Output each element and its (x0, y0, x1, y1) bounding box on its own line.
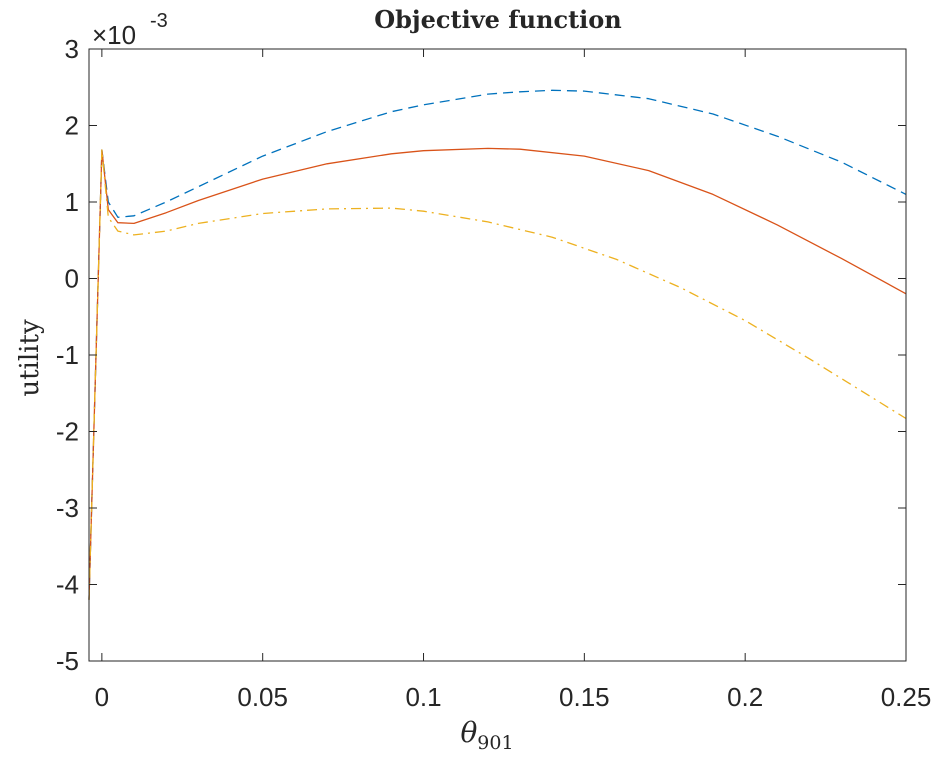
y-tick-label: 0 (65, 264, 79, 294)
y-axis-label: utility (15, 319, 45, 397)
y-tick-label: -2 (56, 417, 79, 447)
y-tick-label: -4 (56, 570, 79, 600)
x-axis-label-symbol: θ (460, 716, 477, 749)
x-tick-label: 0.25 (881, 682, 932, 712)
y-tick-label: -5 (56, 646, 79, 676)
series-line-1 (88, 89, 907, 600)
x-axis-label: θ901 (460, 716, 513, 752)
y-tick-label: 2 (65, 111, 79, 141)
y-exponent-base: ×10 (92, 20, 136, 50)
series-line-2 (88, 147, 907, 600)
y-axis-exponent: ×10 -3 (92, 10, 168, 50)
y-exponent-power: -3 (150, 10, 168, 32)
x-tick-label: 0.1 (405, 682, 441, 712)
series-layer (88, 89, 907, 600)
x-tick-label: 0.15 (559, 682, 610, 712)
y-tick-label: -1 (56, 340, 79, 370)
series-line-3 (88, 149, 907, 600)
x-axis-ticks: 0 0.05 0.1 0.15 0.2 0.25 (95, 49, 932, 712)
y-tick-label: 1 (65, 187, 79, 217)
y-tick-label: -3 (56, 493, 79, 523)
y-axis-ticks: -5 -4 -3 -2 -1 0 1 2 3 (56, 34, 906, 676)
x-tick-label: 0 (95, 682, 109, 712)
x-axis-label-subscript: 901 (477, 732, 513, 752)
x-tick-label: 0.2 (727, 682, 763, 712)
y-tick-label: 3 (65, 34, 79, 64)
chart-title: Objective function (374, 5, 622, 34)
x-tick-label: 0.05 (237, 682, 288, 712)
